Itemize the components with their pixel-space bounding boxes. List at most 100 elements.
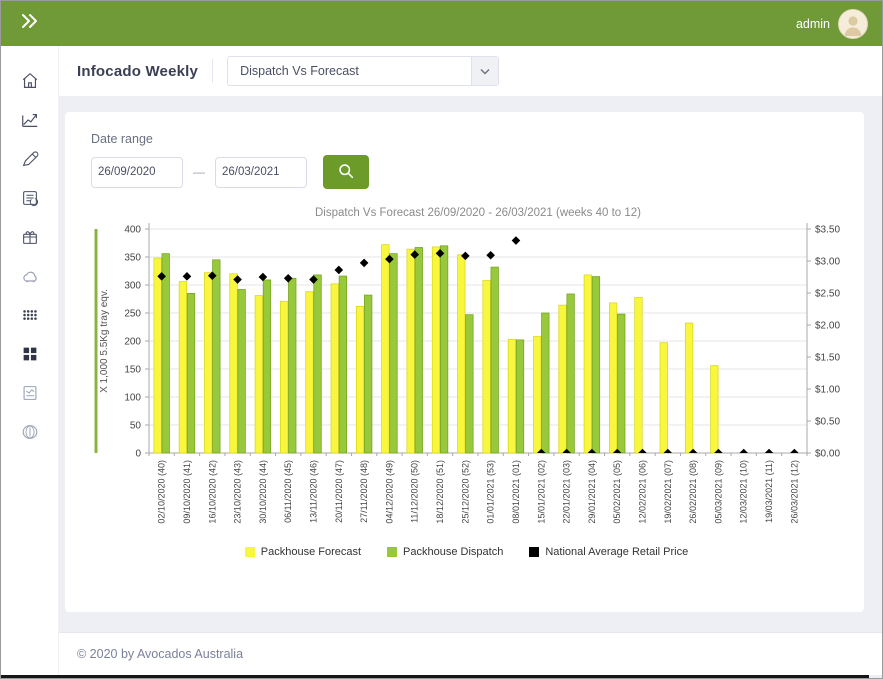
svg-text:150: 150 xyxy=(124,365,141,376)
svg-text:05/03/2021 (09): 05/03/2021 (09) xyxy=(713,460,723,524)
legend-swatch-icon xyxy=(529,547,540,557)
svg-text:350: 350 xyxy=(124,253,141,264)
svg-text:26/03/2021 (12): 26/03/2021 (12) xyxy=(789,460,799,524)
sidebar-item-dashboard-active[interactable] xyxy=(19,343,41,365)
svg-text:19/02/2021 (07): 19/02/2021 (07) xyxy=(663,460,673,524)
svg-text:29/01/2021 (04): 29/01/2021 (04) xyxy=(587,460,597,524)
toolbar: Infocado Weekly Dispatch Vs Forecast xyxy=(59,46,882,96)
report-select-value: Dispatch Vs Forecast xyxy=(240,64,359,78)
person-icon xyxy=(839,9,867,38)
svg-text:30/10/2020 (44): 30/10/2020 (44) xyxy=(258,460,268,524)
date-from-input[interactable] xyxy=(91,156,183,188)
svg-text:$0.00: $0.00 xyxy=(815,449,840,460)
svg-text:13/11/2020 (46): 13/11/2020 (46) xyxy=(309,460,319,523)
svg-text:23/10/2020 (43): 23/10/2020 (43) xyxy=(233,460,243,524)
legend-label: National Average Retail Price xyxy=(545,546,689,558)
svg-text:$3.50: $3.50 xyxy=(815,225,840,236)
report-select[interactable]: Dispatch Vs Forecast xyxy=(227,56,500,86)
svg-text:04/12/2020 (49): 04/12/2020 (49) xyxy=(384,460,394,524)
svg-text:$1.50: $1.50 xyxy=(815,353,840,364)
svg-text:06/11/2020 (45): 06/11/2020 (45) xyxy=(283,460,293,523)
svg-text:12/03/2021 (10): 12/03/2021 (10) xyxy=(739,460,749,524)
legend-item: Packhouse Dispatch xyxy=(387,546,503,558)
legend-item: Packhouse Forecast xyxy=(244,546,361,558)
pencil-icon xyxy=(22,151,38,167)
svg-text:20/11/2020 (47): 20/11/2020 (47) xyxy=(334,460,344,523)
user-menu[interactable]: admin xyxy=(795,8,868,39)
sidebar-item-pricing[interactable] xyxy=(19,421,41,443)
svg-text:25/12/2020 (52): 25/12/2020 (52) xyxy=(460,460,470,524)
sidebar-item-edit[interactable] xyxy=(19,148,41,170)
date-to-input[interactable] xyxy=(215,156,307,188)
svg-text:$1.00: $1.00 xyxy=(815,385,840,396)
window-bottom-edge xyxy=(1,675,869,678)
svg-text:250: 250 xyxy=(124,309,141,320)
svg-text:X 1,000 5.5Kg tray eqv.: X 1,000 5.5Kg tray eqv. xyxy=(99,289,110,393)
avatar[interactable] xyxy=(838,8,868,39)
svg-text:18/12/2020 (51): 18/12/2020 (51) xyxy=(435,460,445,524)
dots-grid-icon xyxy=(22,310,37,320)
svg-text:$2.50: $2.50 xyxy=(815,289,840,300)
sidebar-collapse-button[interactable] xyxy=(1,1,59,46)
svg-text:200: 200 xyxy=(124,337,141,348)
sidebar-item-forms[interactable] xyxy=(19,187,41,209)
svg-text:27/11/2020 (48): 27/11/2020 (48) xyxy=(359,460,369,523)
user-name: admin xyxy=(795,16,830,31)
squares-grid-icon xyxy=(23,347,36,361)
legend-swatch-icon xyxy=(244,547,255,557)
svg-text:100: 100 xyxy=(124,393,141,404)
chart-area: Dispatch Vs Forecast 26/09/2020 - 26/03/… xyxy=(91,203,842,558)
svg-text:19/03/2021 (11): 19/03/2021 (11) xyxy=(764,460,774,523)
sidebar-item-apps[interactable] xyxy=(19,304,41,326)
svg-text:$0.50: $0.50 xyxy=(815,417,840,428)
line-chart-icon xyxy=(21,113,37,127)
chart-card: Date range — Dispatch Vs Forecast 26/09/… xyxy=(65,112,864,612)
svg-text:01/01/2021 (53): 01/01/2021 (53) xyxy=(486,460,496,524)
svg-text:26/02/2021 (08): 26/02/2021 (08) xyxy=(688,460,698,524)
top-bar: admin xyxy=(1,1,882,46)
legend-label: Packhouse Dispatch xyxy=(403,546,504,558)
sidebar-item-home[interactable] xyxy=(19,70,41,92)
svg-text:0: 0 xyxy=(135,449,141,460)
sidebar-nav xyxy=(1,46,59,678)
clipboard-sync-icon xyxy=(22,191,38,207)
svg-text:02/10/2020 (40): 02/10/2020 (40) xyxy=(157,460,167,524)
svg-text:15/01/2021 (02): 15/01/2021 (02) xyxy=(536,460,546,524)
footer: © 2020 by Avocados Australia xyxy=(59,632,882,675)
search-button[interactable] xyxy=(323,155,369,189)
copyright-text: © 2020 by Avocados Australia xyxy=(77,647,244,661)
sidebar-item-analytics[interactable] xyxy=(19,109,41,131)
sidebar-item-supply[interactable] xyxy=(19,226,41,248)
svg-text:300: 300 xyxy=(124,281,141,292)
chart-legend: Packhouse Forecast Packhouse Dispatch Nati… xyxy=(91,546,842,558)
cloud-icon xyxy=(22,271,37,283)
chevron-down-icon xyxy=(471,57,499,85)
double-chevron-right-icon xyxy=(20,13,40,34)
magnifier-icon xyxy=(337,162,355,183)
coin-icon xyxy=(22,425,37,439)
report-icon xyxy=(23,386,36,400)
svg-text:16/10/2020 (42): 16/10/2020 (42) xyxy=(207,460,217,524)
legend-swatch-icon xyxy=(387,547,398,557)
sidebar-item-reports[interactable] xyxy=(19,382,41,404)
svg-text:12/02/2021 (06): 12/02/2021 (06) xyxy=(638,460,648,524)
svg-text:09/10/2020 (41): 09/10/2020 (41) xyxy=(182,460,192,524)
home-icon xyxy=(22,72,37,88)
toolbar-divider xyxy=(212,59,214,83)
svg-text:50: 50 xyxy=(130,421,142,432)
svg-text:Dispatch Vs Forecast 26/09/202: Dispatch Vs Forecast 26/09/2020 - 26/03/… xyxy=(315,207,641,219)
svg-text:$2.00: $2.00 xyxy=(815,321,840,332)
date-range-label: Date range xyxy=(91,132,153,146)
svg-text:11/12/2020 (50): 11/12/2020 (50) xyxy=(410,460,420,523)
legend-item: National Average Retail Price xyxy=(529,546,688,558)
main-content: Date range — Dispatch Vs Forecast 26/09/… xyxy=(59,96,882,632)
svg-text:08/01/2021 (01): 08/01/2021 (01) xyxy=(511,460,521,524)
chart-svg: Dispatch Vs Forecast 26/09/2020 - 26/03/… xyxy=(94,207,840,524)
date-range-separator: — xyxy=(193,165,205,179)
page-title: Infocado Weekly xyxy=(77,62,199,80)
svg-text:400: 400 xyxy=(124,225,141,236)
sidebar-item-cloud[interactable] xyxy=(19,265,41,287)
svg-text:$3.00: $3.00 xyxy=(815,257,840,268)
svg-text:22/01/2021 (03): 22/01/2021 (03) xyxy=(562,460,572,524)
